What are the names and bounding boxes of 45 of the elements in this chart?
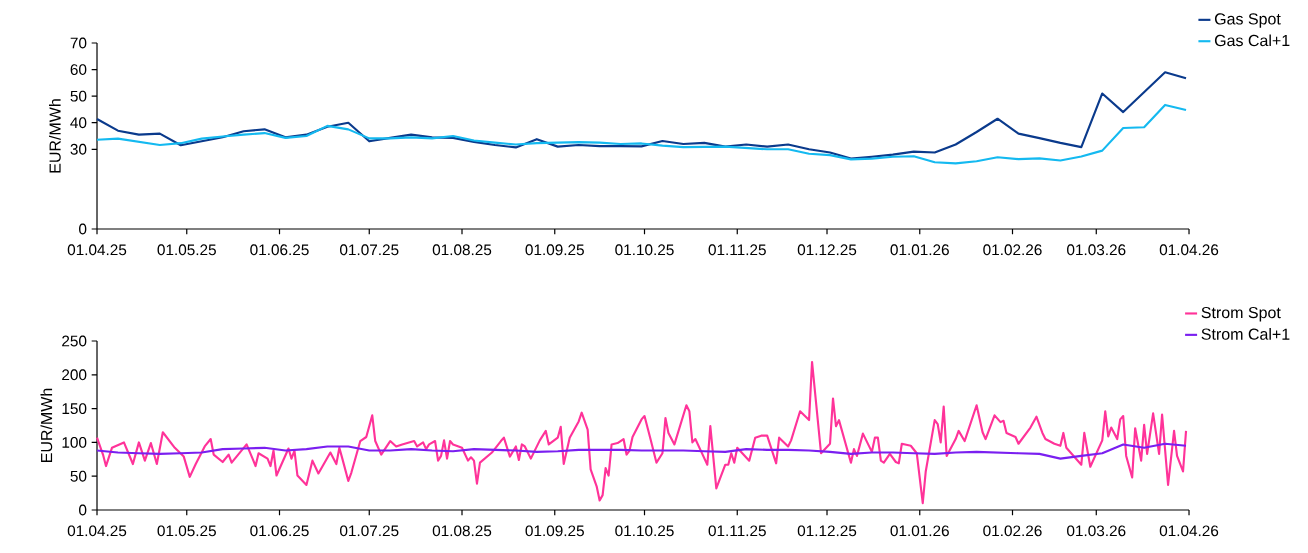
x-tick-label: 01.02.26: [983, 525, 1042, 537]
legend-label: Gas Cal+1: [1214, 34, 1290, 47]
y-tick-label: 250: [62, 335, 87, 347]
y-tick-label: 60: [70, 64, 87, 75]
x-tick-label: 01.11.25: [708, 244, 766, 256]
y-tick-label: 200: [62, 369, 87, 381]
x-tick-label: 01.09.25: [525, 525, 584, 537]
y-tick-label: 0: [79, 504, 87, 516]
x-tick-label: 01.06.25: [250, 525, 309, 537]
x-tick-label: 01.08.25: [432, 244, 492, 256]
x-tick-label: 01.04.25: [67, 244, 127, 256]
y-tick-label: 30: [70, 143, 87, 155]
x-tick-label: 01.07.25: [340, 244, 399, 256]
y-tick-label: 50: [70, 470, 87, 482]
line-series: [95, 360, 1188, 505]
y-tick-label: 100: [62, 436, 87, 448]
legend-label: Strom Cal+1: [1201, 328, 1290, 340]
x-tick-label: 01.05.25: [157, 244, 216, 256]
x-tick-label: 01.03.26: [1067, 244, 1126, 256]
x-tick-label: 01.04.26: [1159, 525, 1219, 537]
y-tick-label: 150: [62, 403, 87, 415]
y-tick-label: 70: [70, 37, 87, 49]
x-tick-label: 01.12.25: [797, 525, 857, 537]
x-tick-label: 01.11.25: [708, 525, 766, 537]
x-tick-label: 01.02.26: [983, 244, 1042, 256]
x-tick-label: 01.03.26: [1067, 525, 1126, 537]
x-tick-label: 01.06.25: [250, 244, 309, 256]
y-tick-label: 50: [70, 90, 87, 102]
x-tick-label: 01.01.26: [890, 525, 949, 537]
y-tick-label: 40: [70, 117, 87, 129]
legend-label: Strom Spot: [1201, 306, 1281, 322]
x-tick-label: 01.12.25: [797, 244, 857, 256]
legend-label: Gas Spot: [1214, 13, 1281, 28]
y-axis-title: EUR/MWh: [49, 99, 61, 173]
x-tick-label: 01.01.26: [890, 244, 949, 256]
x-tick-label: 01.10.25: [615, 525, 674, 537]
x-tick-label: 01.08.25: [432, 525, 492, 537]
y-axis-title: EUR/MWh: [40, 388, 53, 462]
x-tick-label: 01.07.25: [340, 525, 399, 537]
x-tick-label: 01.05.25: [157, 525, 216, 537]
x-tick-label: 01.04.25: [67, 525, 127, 537]
x-tick-label: 01.10.25: [615, 244, 674, 256]
x-tick-label: 01.04.26: [1159, 244, 1219, 256]
x-tick-label: 01.09.25: [525, 244, 584, 256]
y-tick-label: 0: [79, 223, 87, 235]
